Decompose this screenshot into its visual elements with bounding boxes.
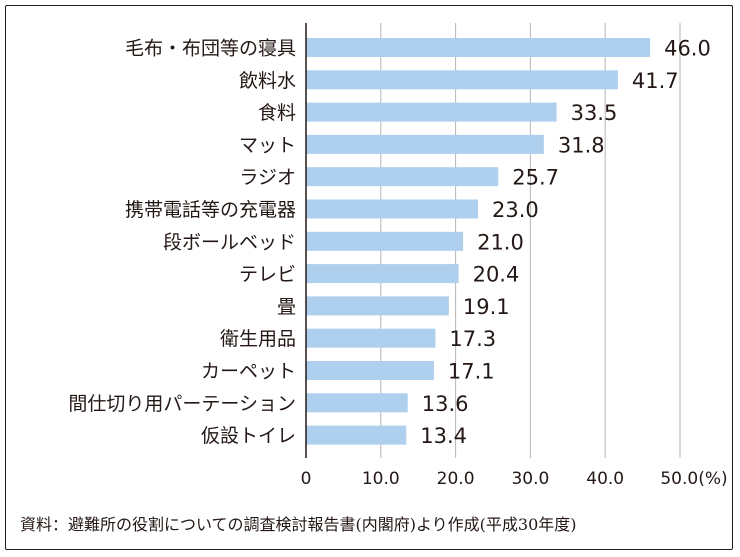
value-label: 41.7 (632, 69, 679, 93)
x-tick-label: 0 (301, 469, 312, 489)
value-label: 23.0 (492, 198, 539, 222)
value-label: 13.4 (420, 424, 467, 448)
category-label: 衛生用品 (220, 328, 296, 350)
bar (306, 425, 407, 445)
chart-frame (5, 5, 733, 550)
x-tick-label: 40.0 (586, 469, 624, 489)
category-label: テレビ (239, 264, 296, 286)
value-label: 46.0 (664, 37, 711, 61)
value-label: 21.0 (477, 230, 524, 254)
category-label: マット (239, 134, 296, 156)
bar (306, 264, 459, 284)
bar (306, 361, 434, 380)
value-label: 25.7 (512, 166, 559, 190)
bar (306, 231, 464, 251)
bar (306, 199, 479, 219)
value-label: 19.1 (463, 295, 510, 319)
bar (306, 328, 436, 348)
bar (306, 70, 618, 90)
category-label: ラジオ (239, 167, 296, 189)
category-label: 段ボールベッド (163, 231, 296, 253)
value-label: 13.6 (422, 392, 469, 416)
value-label: 17.3 (449, 327, 496, 351)
category-label: カーペット (201, 361, 296, 383)
x-tick-label: 30.0 (511, 469, 549, 489)
x-tick-label: 20.0 (437, 469, 475, 489)
value-label: 33.5 (571, 101, 618, 125)
category-label: 畳 (277, 296, 296, 318)
category-label: 毛布・布団等の寝具 (125, 38, 296, 60)
category-label: 間仕切り用パーテーション (68, 393, 296, 415)
x-tick-label: 50.0(%) (660, 469, 727, 489)
bar (306, 134, 544, 154)
value-label: 31.8 (558, 133, 605, 157)
category-label: 携帯電話等の充電器 (125, 199, 296, 221)
x-tick-label: 10.0 (362, 469, 400, 489)
bar (306, 38, 651, 57)
bar (306, 393, 408, 413)
value-label: 17.1 (448, 360, 495, 384)
category-label: 飲料水 (239, 70, 296, 92)
category-label: 食料 (258, 102, 296, 124)
value-label: 20.4 (473, 263, 520, 287)
category-label: 仮設トイレ (201, 425, 296, 447)
bar (306, 102, 557, 122)
source-note: 資料：避難所の役割についての調査検討報告書(内閣府)より作成(平成30年度) (20, 515, 577, 534)
bar (306, 296, 449, 316)
bar (306, 167, 499, 187)
